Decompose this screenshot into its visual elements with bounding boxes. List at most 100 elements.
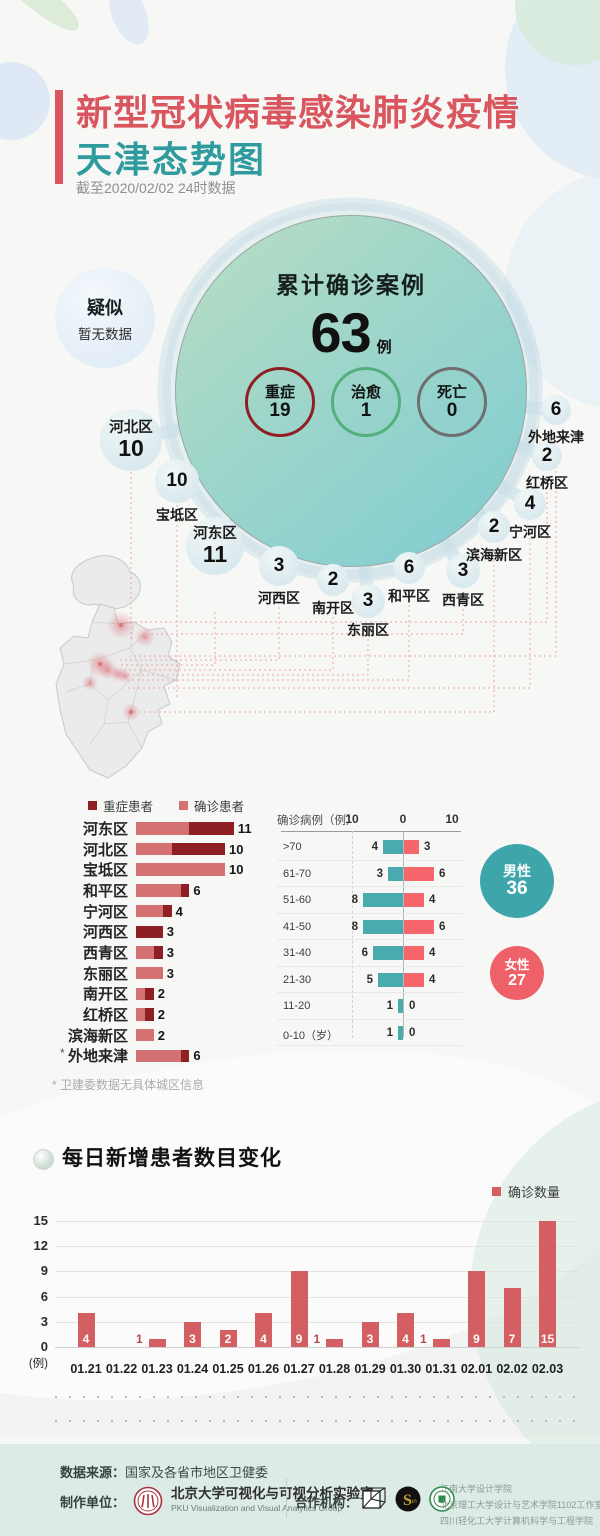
- district-value: 3: [166, 965, 174, 981]
- partner-name: 北京理工大学设计与艺术学院1102工作室: [440, 1500, 600, 1510]
- district-bubble-name: 外地来津: [528, 429, 584, 445]
- district-bubble-name: 西青区: [442, 592, 484, 608]
- x-axis-tick: 01.23: [141, 1362, 173, 1376]
- daily-bar: 9: [468, 1271, 485, 1347]
- female-value: 0: [409, 1000, 416, 1012]
- daily-legend-swatch: [492, 1187, 501, 1196]
- district-bubble: 河北区 10: [100, 409, 162, 471]
- y-axis-unit: (例): [28, 1358, 48, 1370]
- x-axis-tick: 01.27: [283, 1362, 315, 1376]
- age-chart-title: 确诊病例（例）: [277, 815, 358, 827]
- daily-bar-label: 9: [295, 1331, 303, 1346]
- footer-divider: [286, 1478, 287, 1518]
- confirmed-value: 63: [310, 301, 371, 364]
- district-bubble-name: 河北区: [109, 420, 153, 436]
- daily-bar: 3: [361, 1321, 379, 1347]
- district-bubble-value: 10: [166, 470, 188, 491]
- age-pyramid-chart: 确诊病例（例） 10 0 10 >70 4 3 61-70 3 6 51-60 8 4 41-50…: [277, 810, 463, 1050]
- stat-label: 死亡: [436, 383, 467, 401]
- district-row: 河东区 11: [38, 818, 308, 839]
- confirmed-bar: [136, 1028, 154, 1042]
- district-footnote: * 卫建委数据无具体城区信息: [52, 1078, 205, 1092]
- y-axis-tick: 15: [33, 1213, 48, 1228]
- x-axis-tick: 01.25: [212, 1362, 244, 1376]
- daily-bar: 9: [290, 1271, 308, 1347]
- district-bubble: 3: [351, 584, 385, 618]
- age-row: 51-60 8 4: [277, 887, 463, 914]
- blob-decoration: [0, 62, 50, 140]
- daily-bar: 7: [503, 1288, 521, 1347]
- district-label: 河北区: [82, 841, 128, 859]
- circle-decoration: [515, 0, 600, 65]
- age-row: 41-50 8 6: [277, 914, 463, 940]
- district-value: 4: [175, 903, 183, 919]
- confirmed-bar: [136, 946, 163, 959]
- stat-value: 19: [269, 399, 291, 421]
- axis-tick-right: 10: [445, 812, 459, 826]
- male-bar: [398, 999, 403, 1013]
- daily-bar-label: 9: [473, 1331, 480, 1346]
- x-axis-tick: 02.02: [496, 1362, 528, 1376]
- partners-label: 合作机构：: [295, 1496, 358, 1510]
- district-label: 宝坻区: [82, 862, 128, 880]
- producer-row: 制作单位： 北京大学可视化与可视分析实验室 PKU Visualization …: [60, 1480, 374, 1522]
- dotted-divider: [55, 1420, 577, 1422]
- female-value: 6: [439, 920, 446, 933]
- district-label: 东丽区: [82, 965, 128, 983]
- male-bar: [363, 893, 403, 907]
- district-bubble: 2: [532, 441, 562, 471]
- stat-label: 治愈: [350, 383, 381, 401]
- confirmed-bar: [136, 1049, 190, 1063]
- daily-legend: 确诊数量: [492, 1182, 560, 1201]
- district-label: 宁河区: [82, 903, 128, 921]
- district-bubble-name: 和平区: [388, 588, 430, 604]
- district-bubble-value: 3: [457, 560, 469, 581]
- daily-bar-label: 2: [224, 1331, 232, 1346]
- district-label: 河西区: [82, 924, 128, 942]
- age-label: 0-10（岁）: [283, 1029, 339, 1042]
- partner-name: 江南大学设计学院: [440, 1484, 513, 1494]
- svg-text:un: un: [410, 1499, 417, 1505]
- x-axis-tick: 01.30: [389, 1362, 422, 1376]
- district-row: 滨海新区 2: [38, 1025, 308, 1046]
- district-bubble-name: 滨海新区: [466, 547, 522, 563]
- district-bubble-value: 10: [118, 435, 144, 461]
- daily-bar: [326, 1338, 343, 1347]
- district-value: 3: [166, 944, 174, 960]
- gridline: [55, 1321, 579, 1323]
- stat-value: 0: [446, 399, 458, 421]
- district-value: 6: [193, 882, 201, 898]
- legend-item-severe: 重症患者: [88, 796, 153, 815]
- district-bubble-value: 3: [362, 590, 374, 611]
- age-row: 31-40 6 4: [277, 940, 463, 967]
- district-row: 宝坻区 10: [38, 859, 308, 880]
- district-value: 6: [193, 1048, 201, 1064]
- sun-logo: S un: [395, 1486, 421, 1512]
- y-axis-tick: 12: [33, 1238, 48, 1254]
- district-value: 10: [229, 841, 244, 857]
- confirmed-legend-label: 确诊患者: [194, 800, 245, 814]
- stat-circle: 治愈 1: [331, 367, 401, 437]
- male-value: 8: [351, 920, 358, 933]
- female-value: 27: [508, 971, 526, 989]
- gridline: [55, 1246, 579, 1248]
- confirmed-bar: [136, 925, 163, 939]
- district-bubble: 3: [446, 554, 480, 588]
- district-bubble-name: 宁河区: [509, 524, 551, 540]
- severe-bar: [180, 1049, 190, 1063]
- x-axis-tick: 01.26: [247, 1362, 280, 1376]
- district-label: 红桥区: [82, 1007, 128, 1025]
- daily-bar: 4: [397, 1313, 414, 1347]
- district-label: 南开区: [82, 986, 128, 1004]
- district-bubble: 6: [541, 395, 571, 425]
- district-label: 和平区: [82, 882, 128, 900]
- confirmed-legend-swatch: [179, 801, 189, 810]
- daily-bar-label: 1: [136, 1332, 143, 1346]
- pku-seal-logo: [133, 1486, 163, 1516]
- confirmed-bar: [136, 966, 163, 980]
- female-value: 6: [439, 867, 446, 880]
- x-axis-tick: 01.24: [176, 1362, 209, 1376]
- district-row: 河北区 10: [38, 839, 308, 860]
- district-value: 2: [157, 986, 166, 1002]
- district-row: 南开区 2: [38, 984, 308, 1005]
